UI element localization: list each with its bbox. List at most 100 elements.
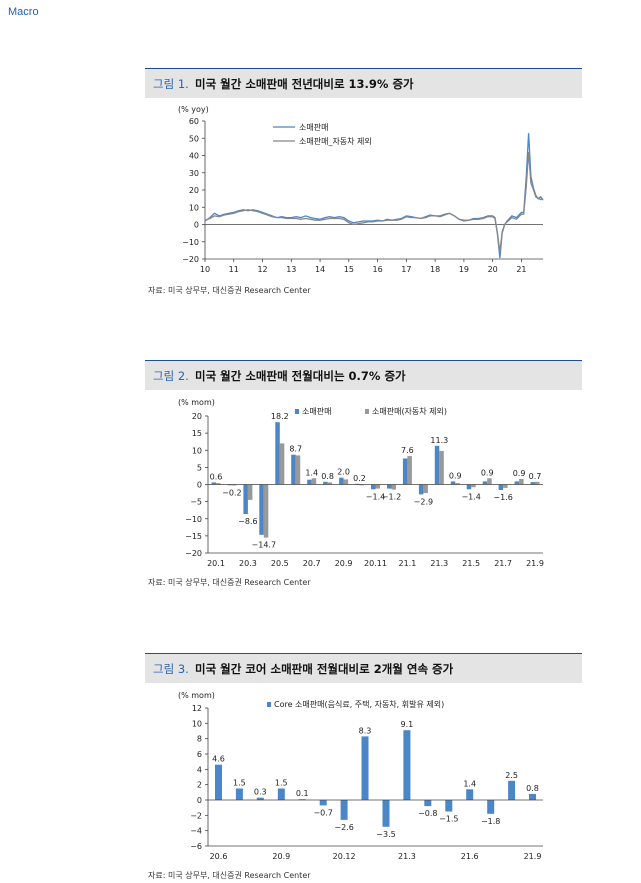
y-tick-label: −20: [185, 549, 202, 558]
bar-1: [307, 479, 312, 485]
figure-1-source: 자료: 미국 상무부, 대신증권 Research Center: [148, 286, 311, 295]
bar-2: [247, 484, 253, 500]
bar-2: [279, 443, 285, 485]
bar-1: [275, 422, 280, 485]
bar-2: [407, 456, 412, 485]
bar-1: [319, 800, 327, 806]
bar-1: [529, 793, 536, 800]
data-label: 9.1: [401, 720, 414, 729]
unit-label: (% mom): [178, 691, 215, 700]
y-tick-label: 50: [189, 134, 199, 143]
data-label: 0.2: [353, 474, 366, 483]
y-tick-label: 30: [189, 169, 199, 178]
x-tick-label: 20.9: [272, 852, 290, 861]
y-tick-label: 15: [192, 429, 202, 438]
legend-swatch: [365, 409, 369, 414]
x-tick-label: 14: [315, 265, 325, 274]
x-tick-label: 10: [200, 265, 210, 274]
data-label: −0.8: [418, 809, 437, 818]
x-tick-label: 12: [257, 265, 267, 274]
x-tick-label: 21.9: [524, 852, 542, 861]
bar-1: [371, 484, 376, 490]
bar-2: [487, 478, 492, 485]
data-label: −1.4: [366, 492, 385, 501]
x-tick-label: 20.9: [335, 559, 353, 568]
data-label: −2.9: [414, 497, 433, 506]
figure-2-header: 그림 2. 미국 월간 소매판매 전월대비는 0.7% 증가: [145, 360, 582, 390]
y-tick-label: 10: [192, 446, 202, 455]
bar-1: [434, 445, 440, 485]
data-label: 0.1: [296, 789, 309, 798]
x-tick-label: 20.12: [333, 852, 356, 861]
data-label: 0.8: [526, 784, 539, 793]
x-tick-label: 21: [516, 265, 526, 274]
x-tick-label: 21.1: [398, 559, 416, 568]
data-label: 2.0: [337, 468, 350, 477]
data-label: −0.7: [313, 808, 332, 817]
x-tick-label: 13: [286, 265, 296, 274]
data-label: −3.5: [376, 830, 395, 839]
y-tick-label: 10: [192, 719, 202, 728]
y-tick-label: 10: [189, 203, 199, 212]
legend-label: 소매판매(자동차 제외): [372, 406, 447, 416]
figure-1-number: 그림 1.: [153, 77, 189, 91]
y-tick-label: 5: [197, 463, 202, 472]
bar-1: [211, 482, 216, 485]
data-label: −14.7: [252, 541, 277, 550]
figure-2-number: 그림 2.: [153, 369, 189, 383]
y-tick-label: 6: [197, 750, 202, 759]
bar-1: [514, 481, 520, 485]
y-tick-label: −2: [190, 811, 202, 820]
x-tick-label: 19: [459, 265, 469, 274]
y-tick-label: 0: [197, 796, 202, 805]
bar-2: [471, 484, 476, 488]
bar-1: [298, 799, 306, 800]
x-tick-label: 21.6: [461, 852, 479, 861]
y-tick-label: 2: [197, 781, 202, 790]
data-label: 1.4: [305, 468, 318, 477]
x-tick-label: 11: [229, 265, 239, 274]
data-label: −1.6: [493, 493, 512, 502]
data-label: 2.5: [505, 771, 518, 780]
figure-2-source: 자료: 미국 상무부, 대신증권 Research Center: [148, 578, 311, 587]
bar-1: [323, 481, 328, 485]
bar-2: [263, 484, 269, 538]
y-tick-label: −15: [185, 532, 202, 541]
x-tick-label: 20: [488, 265, 498, 274]
data-label: −1.8: [481, 817, 500, 826]
legend-swatch: [267, 702, 271, 707]
unit-label: (% mom): [178, 398, 215, 407]
bar-2: [423, 484, 428, 494]
x-tick-label: 16: [373, 265, 383, 274]
x-tick-label: 15: [344, 265, 354, 274]
bar-2: [455, 483, 460, 485]
data-label: 11.3: [430, 436, 448, 445]
y-tick-label: 20: [189, 186, 199, 195]
bar-2: [391, 484, 396, 490]
bar-1: [418, 484, 424, 495]
series-line-2: [204, 151, 544, 253]
bar-1: [508, 780, 516, 800]
data-label: 0.9: [513, 469, 526, 478]
figure-3-header: 그림 3. 미국 월간 코어 소매판매 전월대비로 2개월 연속 증가: [145, 653, 582, 683]
figure-2-title: 미국 월간 소매판매 전월대비는 0.7% 증가: [195, 369, 406, 383]
data-label: 8.7: [289, 445, 302, 454]
x-tick-label: 20.7: [303, 559, 321, 568]
bar-1: [445, 800, 453, 812]
data-label: −2.6: [334, 823, 353, 832]
x-tick-label: 20.1: [207, 559, 225, 568]
core-mom-bar-chart: (% mom) 12 10 8 6 4 2 0 −2 −4 −6 Core 소매판매(음식료, 주택,…: [178, 691, 543, 861]
bar-2: [327, 482, 333, 485]
bar-1: [466, 484, 472, 490]
series-line-1: [204, 133, 544, 259]
data-label: −1.5: [439, 815, 458, 824]
data-label: 0.6: [210, 472, 223, 481]
bar-1: [387, 484, 392, 489]
bar-2: [231, 484, 237, 486]
figure-3-number: 그림 3.: [153, 662, 189, 676]
bar-1: [403, 730, 411, 800]
y-tick-label: 0: [197, 481, 202, 490]
bar-2: [311, 478, 317, 485]
bar-2: [439, 450, 444, 485]
